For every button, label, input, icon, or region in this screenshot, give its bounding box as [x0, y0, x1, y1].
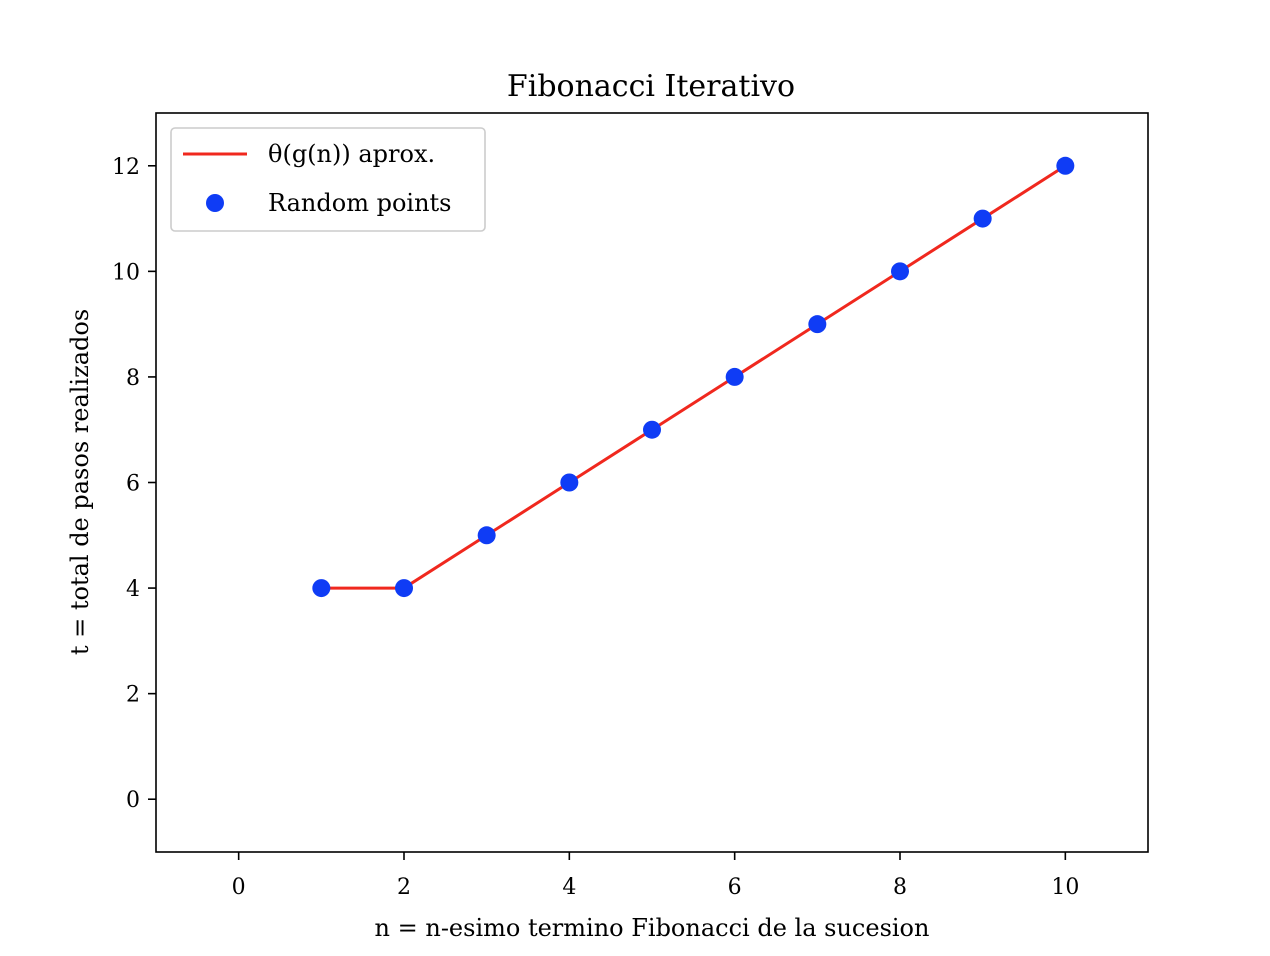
chart-title: Fibonacci Iterativo	[507, 69, 795, 104]
x-tick-label: 6	[728, 875, 742, 900]
legend-box	[170, 127, 486, 232]
y-axis: 0 2 4 6 8 10 12	[112, 155, 156, 813]
data-point	[643, 420, 661, 439]
y-axis-label: t = total de pasos realizados	[66, 309, 94, 655]
x-tick-label: 8	[893, 875, 907, 900]
data-point	[808, 315, 827, 334]
legend-label-scatter: Random points	[268, 189, 452, 217]
data-point	[477, 526, 496, 545]
x-tick-label: 2	[397, 875, 411, 900]
y-tick-label: 8	[126, 366, 140, 391]
data-point	[395, 579, 413, 598]
y-tick-label: 0	[126, 788, 140, 813]
x-tick-label: 4	[562, 875, 576, 900]
data-point	[560, 473, 579, 492]
y-tick-label: 12	[112, 155, 140, 180]
plot-frame	[155, 112, 1149, 853]
y-tick-label: 4	[126, 577, 140, 602]
x-axis: 0 2 4 6 8 10	[232, 852, 1079, 900]
data-point	[1056, 156, 1075, 175]
data-point	[312, 579, 331, 598]
data-point	[973, 209, 992, 228]
x-tick-label: 0	[232, 875, 246, 900]
y-tick-label: 6	[126, 472, 140, 497]
data-point	[891, 262, 909, 281]
data-point	[725, 367, 744, 386]
plot-area	[312, 156, 1075, 598]
series-line	[321, 164, 1067, 590]
legend-label-line: θ(g(n)) aprox.	[268, 140, 435, 168]
legend: θ(g(n)) aprox. Random points	[170, 127, 486, 232]
x-tick-label: 10	[1051, 875, 1079, 900]
y-tick-label: 2	[126, 683, 140, 708]
legend-dot-swatch	[206, 194, 224, 212]
y-tick-label: 10	[112, 260, 140, 285]
x-axis-label: n = n-esimo termino Fibonacci de la suce…	[375, 914, 930, 942]
